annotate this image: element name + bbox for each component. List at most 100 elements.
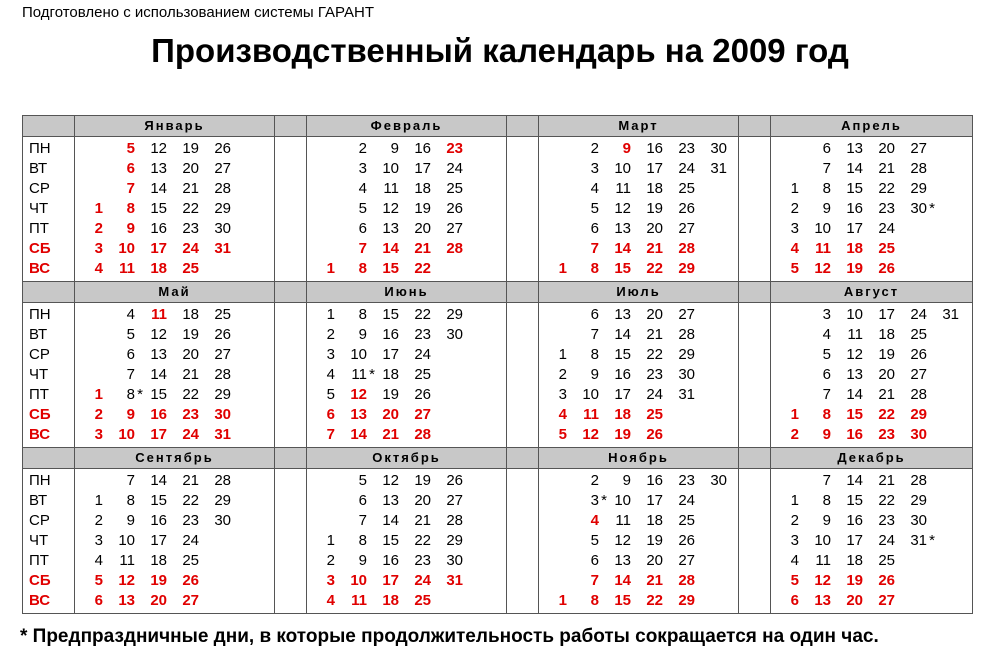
day-number: 3 — [558, 386, 567, 403]
day-number: 29 — [446, 306, 463, 323]
day-number: 5 — [590, 532, 599, 549]
day-number: 1 — [558, 592, 567, 609]
day-number: 18 — [150, 552, 167, 569]
day-number: 17 — [878, 306, 895, 323]
day-number: 18 — [846, 552, 863, 569]
day-number: 18 — [382, 366, 399, 383]
day-number: 5 — [822, 346, 831, 363]
day-number: 23 — [414, 552, 431, 569]
day-number: 7 — [358, 512, 367, 529]
day-number: 11 — [119, 260, 135, 277]
day-number: 30 — [214, 406, 231, 423]
day-number: 24 — [646, 386, 663, 403]
day-number: 27 — [214, 346, 231, 363]
month-header-row: Май Июнь Июль Август — [22, 281, 973, 303]
day-number: 1 — [326, 532, 335, 549]
day-number: 13 — [382, 220, 399, 237]
day-number: 13 — [614, 220, 631, 237]
day-number: 10 — [350, 346, 367, 363]
column-spacer — [506, 302, 539, 448]
day-number: 7 — [590, 572, 599, 589]
day-number: 15 — [846, 492, 863, 509]
day-number: 27 — [878, 592, 895, 609]
day-number: 29 — [214, 492, 231, 509]
day-number: 3 — [590, 160, 599, 177]
month-name: Февраль — [306, 115, 507, 137]
day-number: 2 — [590, 472, 599, 489]
day-number: 23 — [678, 472, 695, 489]
day-number: 13 — [350, 406, 367, 423]
day-number: 19 — [182, 140, 199, 157]
day-number: 21 — [382, 426, 399, 443]
day-number: 4 — [94, 260, 103, 277]
day-number: 16 — [846, 200, 863, 217]
day-number: 16 — [382, 326, 399, 343]
day-number: 20 — [182, 346, 199, 363]
day-number: 29 — [910, 492, 927, 509]
day-number: 15 — [382, 260, 399, 277]
day-number: 15 — [382, 306, 399, 323]
day-number: 22 — [182, 200, 199, 217]
day-number: 1 — [94, 386, 103, 403]
day-number: 16 — [382, 552, 399, 569]
day-number: 27 — [446, 492, 463, 509]
day-number: 21 — [878, 160, 895, 177]
day-number: 24 — [182, 240, 199, 257]
day-number: 12 — [150, 140, 167, 157]
day-number: 24 — [878, 532, 895, 549]
day-number: 10 — [814, 532, 831, 549]
header-spacer — [22, 115, 75, 137]
day-number: 11 — [583, 406, 599, 423]
weekday-label: СБ — [29, 406, 51, 423]
day-number: 24 — [678, 492, 695, 509]
column-spacer — [506, 468, 539, 614]
day-number: 14 — [150, 366, 167, 383]
day-number: 21 — [182, 472, 199, 489]
day-number: 18 — [150, 260, 167, 277]
day-number: 2 — [358, 140, 367, 157]
day-number: 1 — [94, 492, 103, 509]
day-number: 18 — [182, 306, 199, 323]
day-number: 8 — [590, 346, 599, 363]
day-number: 6 — [790, 592, 799, 609]
day-number: 29 — [910, 180, 927, 197]
day-number: 17 — [414, 160, 431, 177]
day-number: 18 — [414, 180, 431, 197]
day-number: 27 — [910, 366, 927, 383]
day-number: 8 — [358, 532, 367, 549]
source-note: Подготовлено с использованием системы ГА… — [22, 4, 374, 21]
day-number: 14 — [614, 326, 631, 343]
day-number: 26 — [414, 386, 431, 403]
day-number: 21 — [646, 240, 663, 257]
day-number: 8 — [358, 306, 367, 323]
weekday-label: ПН — [29, 140, 51, 157]
day-number: 5 — [790, 572, 799, 589]
day-number: 28 — [214, 180, 231, 197]
day-number: 22 — [182, 386, 199, 403]
day-number: 14 — [614, 572, 631, 589]
day-number: 20 — [182, 160, 199, 177]
day-number: 1 — [326, 306, 335, 323]
month-days-row: ПНВТСРЧТПТСБВС12345678910111213141516171… — [22, 302, 973, 448]
day-number: 5 — [326, 386, 335, 403]
day-number: 4 — [326, 366, 335, 383]
day-number: 28 — [678, 572, 695, 589]
day-number: 12 — [382, 200, 399, 217]
header-spacer — [274, 115, 307, 137]
weekday-label: СР — [29, 512, 50, 529]
day-number: 27 — [910, 140, 927, 157]
day-number: 21 — [878, 386, 895, 403]
day-number: 18 — [878, 326, 895, 343]
day-number: 10 — [118, 240, 135, 257]
day-number: 25 — [414, 592, 431, 609]
day-number: 23 — [182, 512, 199, 529]
day-number: 15 — [614, 592, 631, 609]
header-spacer — [274, 281, 307, 303]
header-spacer — [738, 447, 771, 469]
day-number: 23 — [878, 426, 895, 443]
day-number: 27 — [214, 160, 231, 177]
month-name: Март — [538, 115, 739, 137]
day-number: 13 — [382, 492, 399, 509]
day-number: 8 — [822, 180, 831, 197]
day-number: 8 — [590, 592, 599, 609]
